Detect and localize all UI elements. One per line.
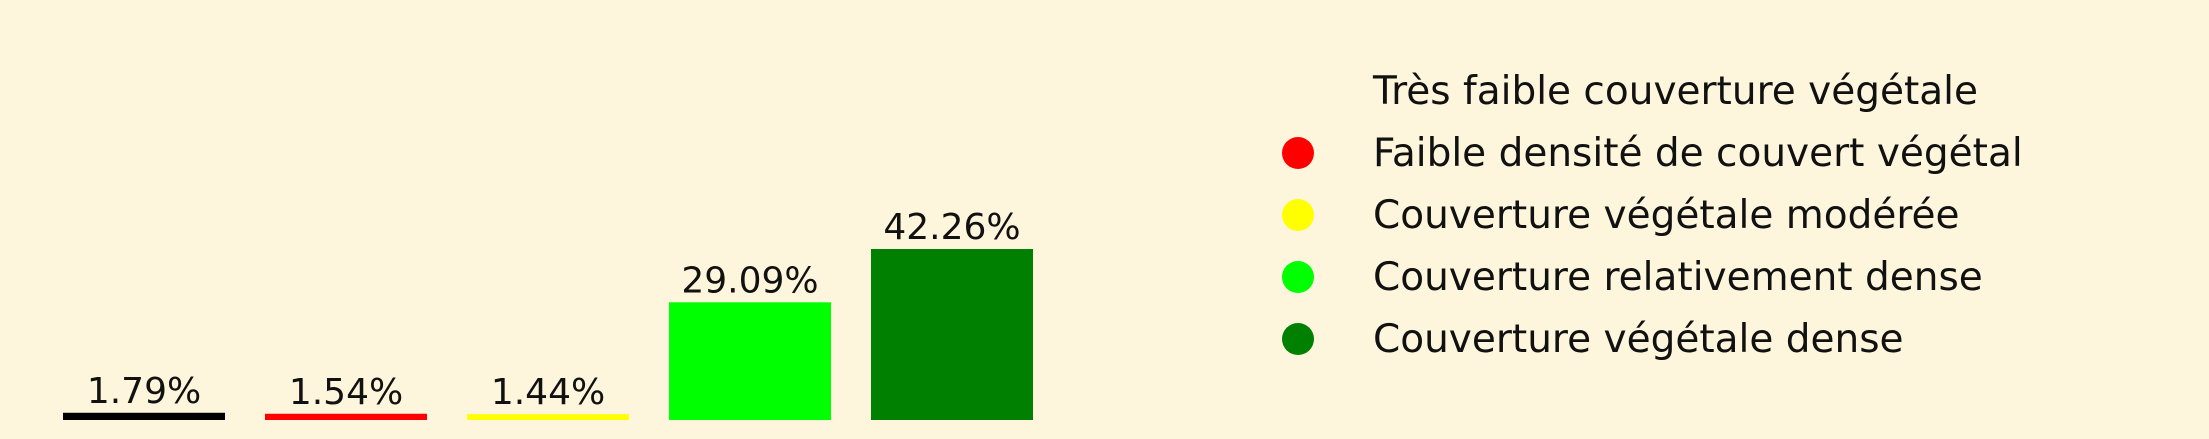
value-labels-layer: 1.79% 1.54% 1.44% 29.09% 42.26% bbox=[87, 207, 1021, 413]
bar-1 bbox=[63, 412, 225, 420]
legend-label-3: Couverture végétale modérée bbox=[1373, 193, 1960, 238]
bar-3 bbox=[467, 414, 629, 420]
legend-marker-3 bbox=[1282, 199, 1314, 231]
legend-label-5: Couverture végétale dense bbox=[1373, 317, 1904, 362]
bar-2 bbox=[265, 413, 427, 420]
legend-marker-4 bbox=[1282, 261, 1314, 293]
legend-label-2: Faible densité de couvert végétal bbox=[1373, 131, 2023, 176]
legend: Très faible couverture végétale Faible de… bbox=[1282, 69, 2023, 362]
value-label-1: 1.79% bbox=[87, 371, 201, 412]
legend-label-4: Couverture relativement dense bbox=[1373, 255, 1983, 300]
legend-label-1: Très faible couverture végétale bbox=[1372, 69, 1978, 114]
value-label-2: 1.54% bbox=[289, 372, 403, 413]
bar-5 bbox=[871, 249, 1033, 420]
value-label-5: 42.26% bbox=[883, 207, 1020, 248]
value-label-4: 29.09% bbox=[681, 260, 818, 301]
value-label-3: 1.44% bbox=[491, 372, 605, 413]
bar-4 bbox=[669, 302, 831, 420]
bars-layer bbox=[63, 249, 1033, 420]
legend-marker-2 bbox=[1282, 137, 1314, 169]
legend-marker-5 bbox=[1282, 323, 1314, 355]
